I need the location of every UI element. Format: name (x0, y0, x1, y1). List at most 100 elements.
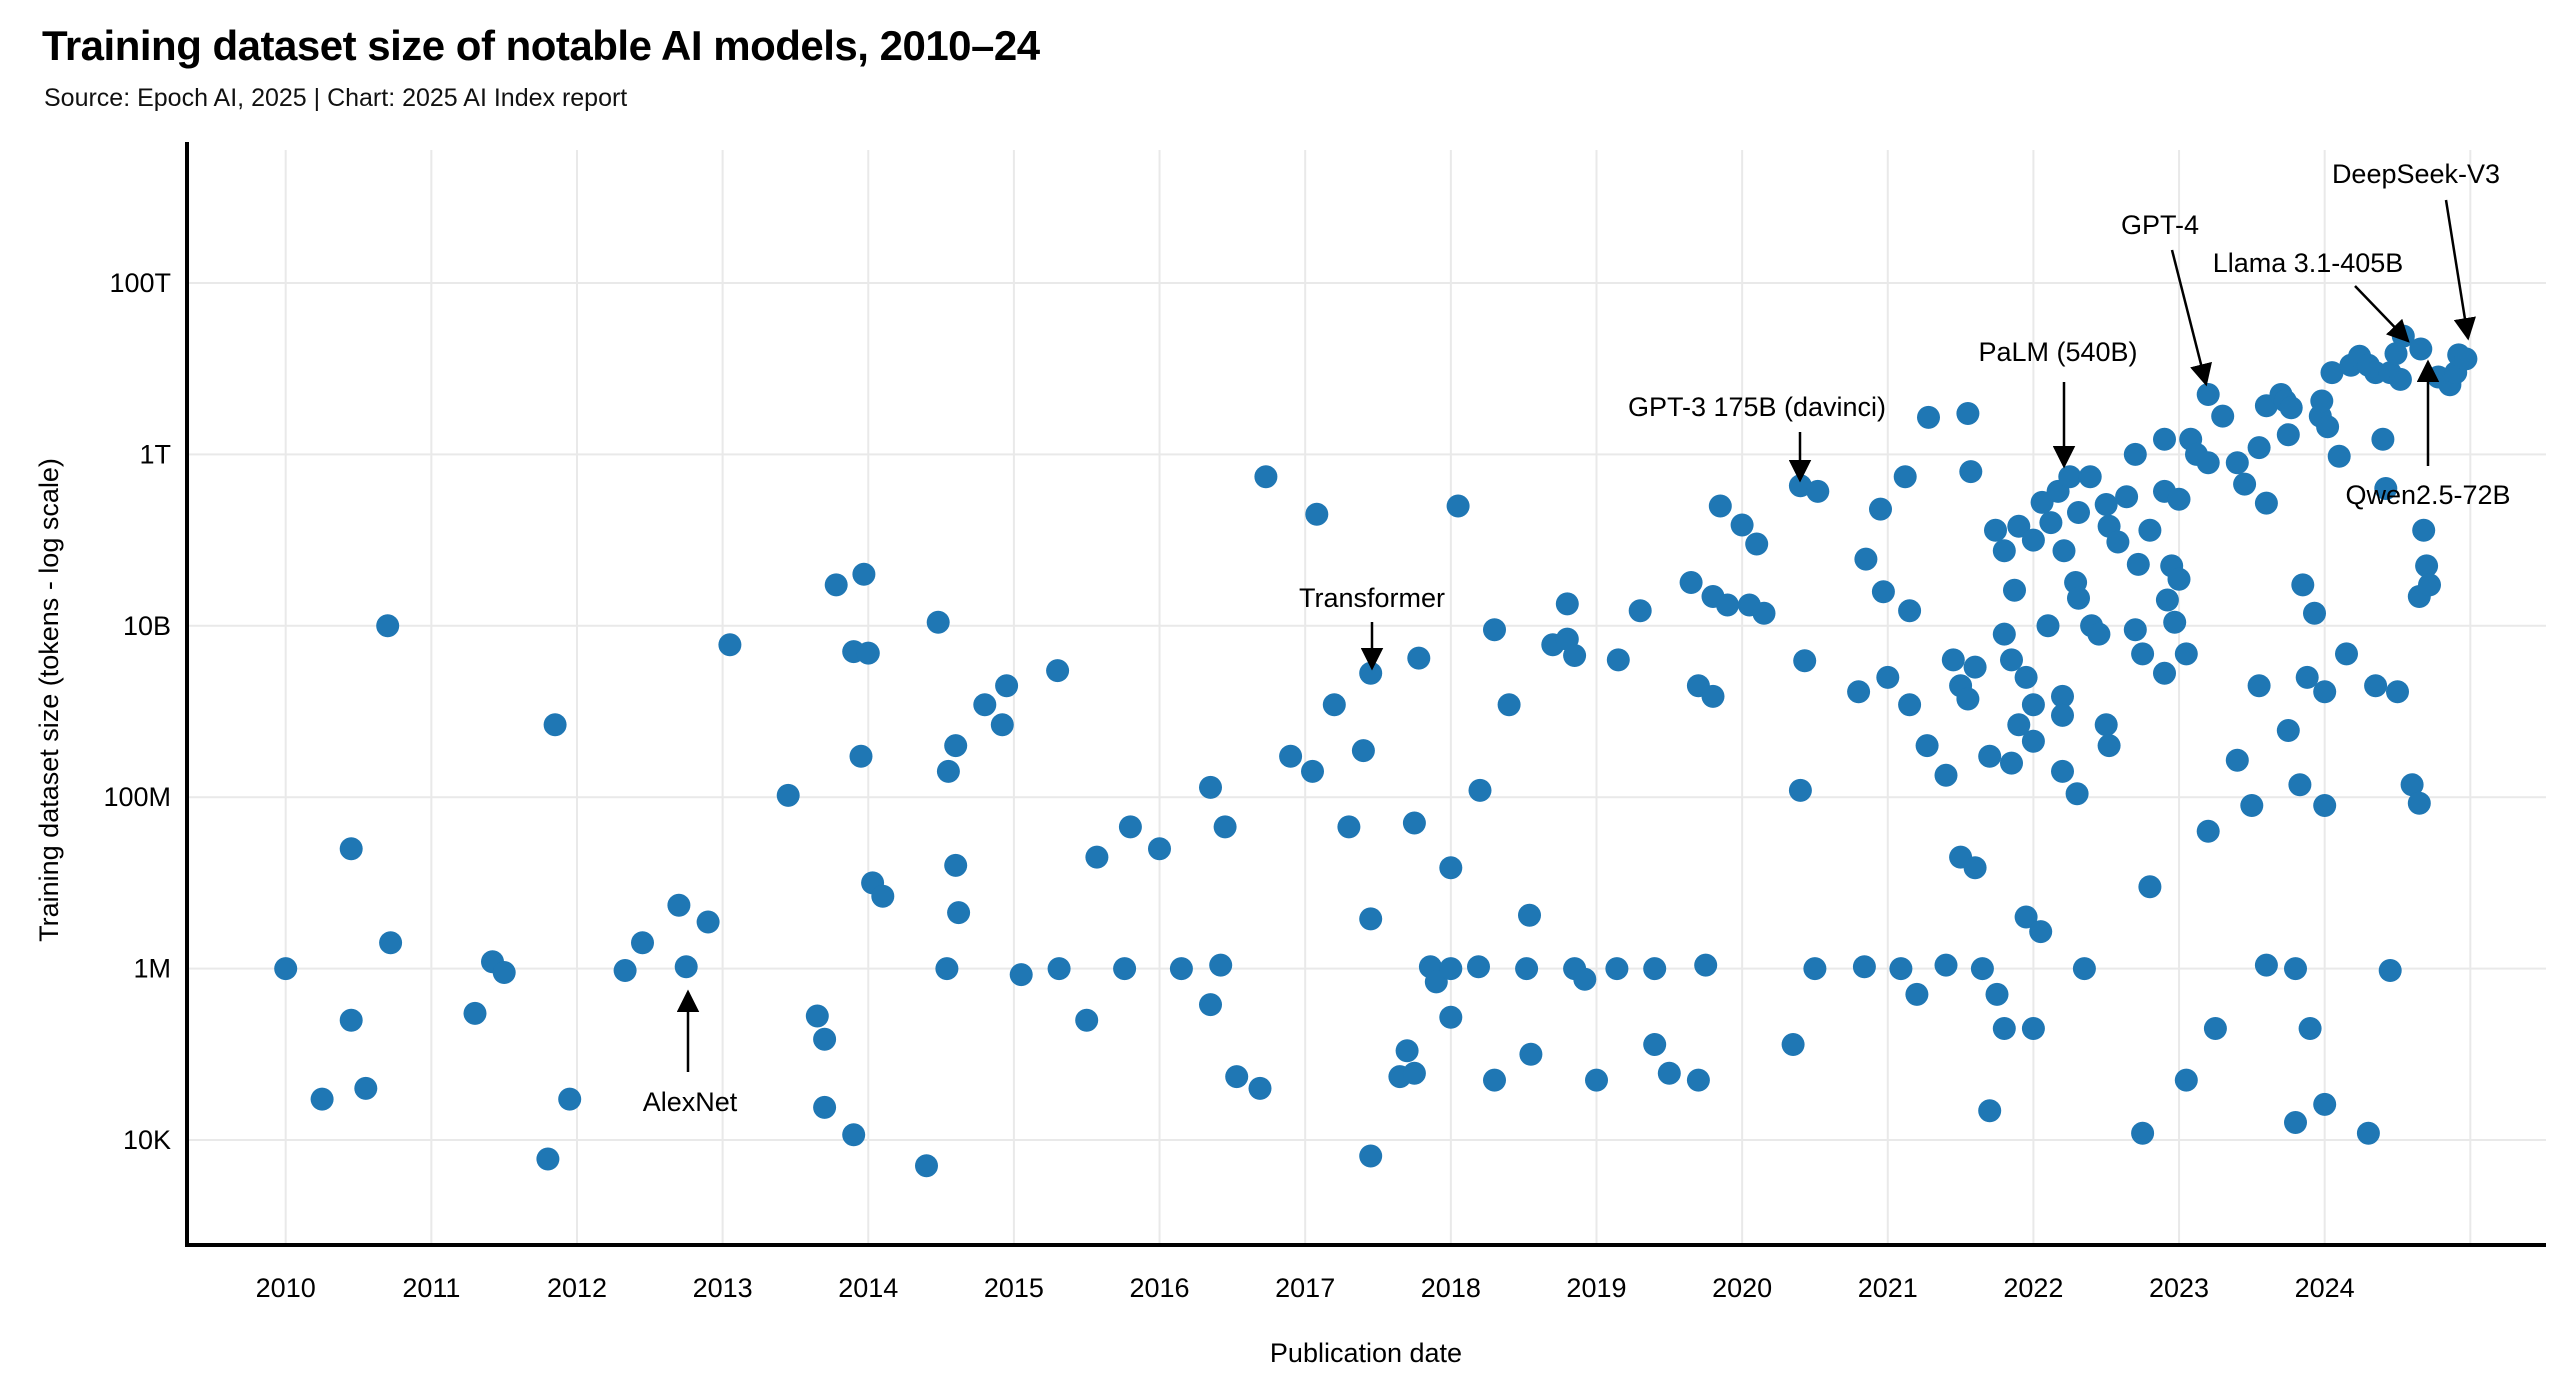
data-point (944, 853, 968, 877)
data-point (2211, 404, 2235, 428)
data-point (2291, 573, 2315, 597)
data-point (2051, 684, 2074, 708)
data-point (2131, 642, 2155, 666)
data-point (1446, 494, 1470, 518)
data-point (1694, 953, 1718, 977)
data-point (1781, 1033, 1805, 1056)
annotation-label: PaLM (540B) (1978, 337, 2137, 367)
data-point (1788, 778, 1812, 802)
data-point (1847, 680, 1871, 704)
data-point (2065, 782, 2089, 806)
data-point (2014, 905, 2038, 929)
data-point (1876, 665, 1900, 689)
data-point (2254, 953, 2278, 977)
data-point (2276, 423, 2300, 447)
data-point (2240, 794, 2264, 817)
data-point (813, 1095, 837, 1119)
data-point (1046, 659, 1070, 683)
annotation-label: DeepSeek-V3 (2332, 159, 2500, 189)
data-point (2386, 680, 2409, 704)
data-point (1793, 649, 1817, 673)
annotation-arrow (2170, 249, 2212, 387)
data-point (1978, 744, 2002, 768)
data-point (1992, 539, 2016, 563)
data-point (354, 1076, 378, 1100)
data-point (2203, 1017, 2227, 1040)
data-point (1254, 465, 1278, 489)
data-point (995, 674, 1019, 698)
x-tick-label: 2024 (2295, 1273, 2355, 1303)
data-point (2196, 451, 2220, 475)
data-point (2196, 383, 2220, 406)
data-point (1605, 957, 1629, 981)
data-point (1657, 1061, 1681, 1085)
data-point (2115, 485, 2139, 509)
x-tick-label: 2019 (1566, 1273, 1626, 1303)
data-point (2087, 622, 2111, 646)
data-point (1679, 571, 1703, 594)
data-point (2388, 367, 2412, 391)
data-point (1351, 739, 1375, 763)
data-point (1047, 957, 1071, 981)
data-point (824, 573, 848, 597)
data-point (1803, 957, 1827, 981)
x-tick-label: 2017 (1275, 1273, 1335, 1303)
data-point (2126, 552, 2150, 576)
annotation-label: Llama 3.1-405B (2213, 248, 2404, 278)
data-point (310, 1087, 334, 1111)
data-point (2123, 618, 2147, 642)
y-tick-label: 1T (139, 439, 171, 469)
data-point (1915, 734, 1939, 758)
data-point (1439, 957, 1463, 981)
data-point (1085, 845, 1109, 869)
y-tick-label: 10K (123, 1125, 171, 1155)
data-point (1301, 759, 1324, 783)
x-tick-label: 2021 (1858, 1273, 1918, 1303)
data-point (1555, 592, 1579, 616)
data-point (1075, 1008, 1099, 1032)
data-point (2364, 674, 2388, 698)
data-point (926, 610, 950, 634)
data-point (1934, 953, 1958, 977)
data-point (2097, 734, 2121, 758)
data-point (2233, 472, 2257, 496)
gridlines-layer (187, 150, 2546, 1245)
data-point (871, 884, 895, 908)
data-point (1169, 957, 1193, 981)
data-point (1439, 1005, 1463, 1029)
data-point (2123, 442, 2147, 466)
data-point (2167, 567, 2191, 591)
data-point (2247, 436, 2271, 460)
data-point (1402, 1061, 1426, 1085)
data-point (339, 1008, 363, 1032)
data-point (2138, 518, 2162, 542)
data-point (2138, 875, 2162, 899)
data-point (2225, 748, 2249, 772)
data-point (1869, 497, 1892, 521)
data-point (2313, 1092, 2337, 1116)
data-point (2052, 539, 2076, 563)
data-point (1745, 532, 1769, 556)
data-point (1992, 622, 2016, 646)
data-point (667, 893, 691, 917)
data-point (696, 910, 720, 934)
data-point (2036, 614, 2060, 638)
data-point (2407, 791, 2431, 815)
data-point (1225, 1065, 1249, 1089)
data-point (2313, 680, 2337, 704)
data-point (1518, 903, 1541, 927)
data-point (274, 957, 298, 981)
data-point (1279, 744, 1303, 768)
data-point (1439, 856, 1463, 880)
data-point (2039, 511, 2063, 535)
data-point (2316, 415, 2340, 439)
x-tick-label: 2011 (402, 1273, 460, 1303)
data-points-layer (274, 324, 2478, 1178)
data-point (1199, 775, 1222, 799)
data-point (2196, 819, 2220, 843)
data-point (1934, 763, 1958, 787)
data-point (674, 955, 698, 979)
data-point (2021, 729, 2045, 753)
data-point (2153, 661, 2176, 685)
